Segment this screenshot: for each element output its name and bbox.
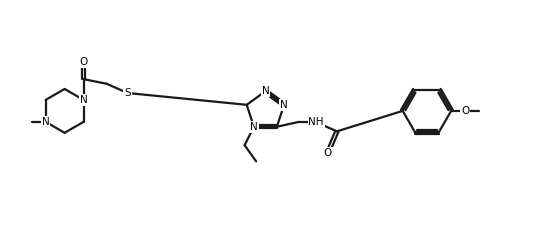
Text: N: N [250,122,258,132]
Text: O: O [461,106,469,116]
Text: S: S [124,88,131,98]
Text: N: N [42,117,50,127]
Text: N: N [80,95,87,105]
Text: N: N [280,100,288,110]
Text: NH: NH [308,117,324,127]
Text: O: O [323,148,332,158]
Text: N: N [261,86,269,96]
Text: O: O [79,57,87,67]
